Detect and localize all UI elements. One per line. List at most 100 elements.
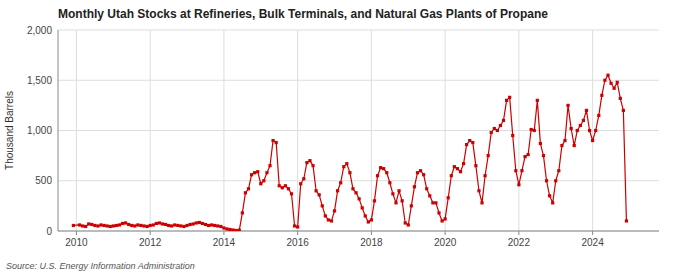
data-point bbox=[302, 177, 305, 180]
data-point bbox=[106, 224, 109, 227]
x-tick bbox=[518, 231, 519, 235]
data-point bbox=[149, 224, 152, 227]
data-point bbox=[182, 225, 185, 228]
data-point bbox=[314, 189, 317, 192]
x-grid-line bbox=[518, 30, 519, 231]
data-point bbox=[588, 129, 591, 132]
data-point bbox=[213, 224, 216, 227]
x-tick bbox=[445, 231, 446, 235]
data-point bbox=[447, 196, 450, 199]
chart-svg: Monthly Utah Stocks at Refineries, Bulk … bbox=[0, 0, 675, 275]
x-tick bbox=[297, 231, 298, 235]
x-axis-line bbox=[58, 231, 659, 232]
data-point bbox=[130, 224, 133, 227]
data-point bbox=[155, 222, 158, 225]
data-point bbox=[465, 143, 468, 146]
data-point bbox=[336, 189, 339, 192]
data-point bbox=[219, 225, 222, 228]
x-grid-line bbox=[297, 30, 298, 231]
x-tick-label: 2012 bbox=[139, 237, 162, 248]
data-point bbox=[616, 81, 619, 84]
data-point bbox=[287, 187, 290, 190]
data-point bbox=[542, 154, 545, 157]
data-point bbox=[284, 184, 287, 187]
data-point bbox=[244, 191, 247, 194]
data-point bbox=[93, 224, 96, 227]
data-point bbox=[557, 169, 560, 172]
data-point bbox=[609, 82, 612, 85]
data-point bbox=[124, 221, 127, 224]
x-grid-line bbox=[592, 30, 593, 231]
data-point bbox=[444, 217, 447, 220]
data-point bbox=[330, 219, 333, 222]
data-point bbox=[539, 142, 542, 145]
data-point bbox=[394, 201, 397, 204]
data-point bbox=[259, 182, 262, 185]
data-point bbox=[527, 153, 530, 156]
y-tick-label: 1,000 bbox=[27, 125, 52, 136]
data-point bbox=[358, 197, 361, 200]
data-point bbox=[422, 173, 425, 176]
data-point bbox=[170, 224, 173, 227]
data-point bbox=[508, 96, 511, 99]
data-point bbox=[192, 222, 195, 225]
data-point bbox=[222, 226, 225, 229]
data-point bbox=[453, 165, 456, 168]
data-point bbox=[459, 170, 462, 173]
y-grid-line bbox=[58, 30, 659, 31]
data-point bbox=[613, 87, 616, 90]
data-point bbox=[228, 228, 231, 231]
data-point bbox=[591, 139, 594, 142]
x-grid-line bbox=[371, 30, 372, 231]
data-point bbox=[195, 221, 198, 224]
data-point bbox=[401, 199, 404, 202]
data-point bbox=[431, 201, 434, 204]
data-point bbox=[345, 162, 348, 165]
data-point bbox=[112, 224, 115, 227]
data-point bbox=[487, 154, 490, 157]
data-point bbox=[115, 224, 118, 227]
data-point bbox=[136, 223, 139, 226]
data-point bbox=[622, 109, 625, 112]
data-point bbox=[619, 97, 622, 100]
data-point bbox=[133, 224, 136, 227]
x-grid-line bbox=[150, 30, 151, 231]
data-point bbox=[342, 165, 345, 168]
data-point bbox=[385, 171, 388, 174]
data-point bbox=[333, 209, 336, 212]
data-point bbox=[142, 224, 145, 227]
data-point bbox=[127, 223, 130, 226]
data-point bbox=[278, 184, 281, 187]
data-point bbox=[474, 164, 477, 167]
data-point bbox=[585, 109, 588, 112]
x-tick-label: 2016 bbox=[287, 237, 310, 248]
data-point bbox=[311, 164, 314, 167]
data-point bbox=[99, 223, 102, 226]
data-point bbox=[471, 141, 474, 144]
y-axis-line bbox=[58, 30, 59, 231]
data-point bbox=[139, 224, 142, 227]
data-point bbox=[416, 171, 419, 174]
data-point bbox=[551, 201, 554, 204]
data-point bbox=[235, 229, 238, 231]
data-point bbox=[232, 228, 235, 231]
x-tick-label: 2022 bbox=[508, 237, 531, 248]
data-point bbox=[407, 223, 410, 226]
data-point bbox=[462, 162, 465, 165]
data-point bbox=[176, 224, 179, 227]
data-point bbox=[201, 222, 204, 225]
data-point bbox=[84, 225, 87, 228]
data-point bbox=[281, 186, 284, 189]
data-point bbox=[173, 223, 176, 226]
y-tick-label: 2,000 bbox=[27, 25, 52, 36]
data-point bbox=[81, 224, 84, 227]
data-point bbox=[250, 173, 253, 176]
data-point bbox=[72, 224, 75, 227]
data-point bbox=[468, 139, 471, 142]
y-tick-label: 1,500 bbox=[27, 75, 52, 86]
data-point bbox=[247, 187, 250, 190]
data-point bbox=[158, 221, 161, 224]
data-point bbox=[437, 211, 440, 214]
data-point bbox=[388, 181, 391, 184]
data-point bbox=[434, 201, 437, 204]
